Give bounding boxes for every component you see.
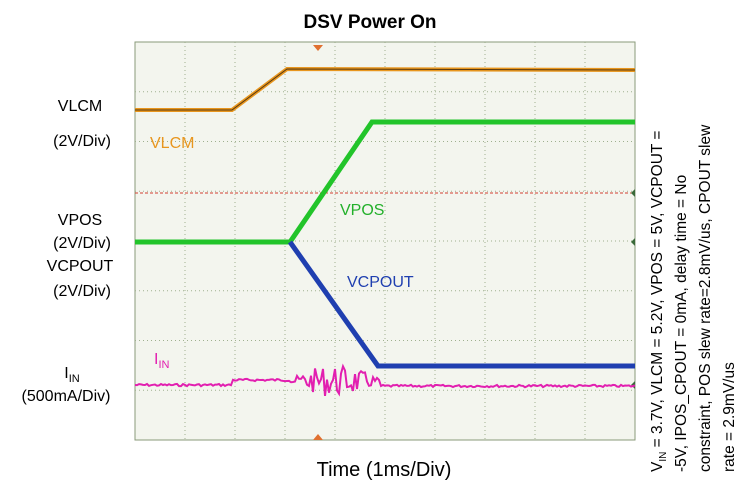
vlcm-scale: (2V/Div) bbox=[53, 133, 111, 150]
vin-main: V bbox=[649, 461, 666, 472]
trigger-marker-bottom bbox=[313, 434, 323, 440]
vcpout-label: VCPOUT bbox=[47, 258, 114, 275]
iin-trace-label: IIN bbox=[154, 351, 170, 371]
condition-line: VIN = 3.7V, VLCM = 5.2V, VPOS = 5V, VCPO… bbox=[649, 131, 669, 472]
x-label: Time (1ms/Div) bbox=[317, 459, 452, 481]
vcpout-trace-label: VCPOUT bbox=[347, 274, 414, 291]
trigger-marker-top bbox=[313, 45, 323, 51]
vpos-scale: (2V/Div) bbox=[53, 235, 111, 252]
iin-scale: (500mA/Div) bbox=[22, 388, 111, 405]
vin-sub: IN bbox=[658, 452, 669, 462]
vlcm-trace-edge bbox=[135, 68, 636, 111]
iin-main: I bbox=[154, 351, 158, 368]
iin-sub: IN bbox=[69, 373, 80, 385]
grid bbox=[135, 42, 635, 440]
iin-trace bbox=[134, 363, 636, 397]
level-marker bbox=[631, 238, 635, 246]
level-marker bbox=[631, 189, 635, 197]
vlcm-trace-label: VLCM bbox=[150, 135, 194, 152]
vcpout-scale: (2V/Div) bbox=[53, 283, 111, 300]
iin-sub: IN bbox=[158, 359, 169, 371]
condition-line: constraint, POS slew rate=2.8mV/us, CPOU… bbox=[697, 124, 714, 472]
condition-rest: = 3.7V, VLCM = 5.2V, VPOS = 5V, VCPOUT = bbox=[649, 131, 666, 452]
conditions: VIN = 3.7V, VLCM = 5.2V, VPOS = 5V, VCPO… bbox=[649, 124, 738, 472]
title: DSV Power On bbox=[303, 12, 436, 33]
condition-line: -5V, IPOS_CPOUT = 0mA, delay time = No bbox=[673, 175, 690, 472]
vpos-trace bbox=[135, 119, 635, 245]
vcpout-trace bbox=[287, 240, 635, 369]
iin-main: I bbox=[64, 365, 68, 382]
vlcm-label: VLCM bbox=[58, 98, 102, 115]
vpos-trace-label: VPOS bbox=[340, 202, 384, 219]
vpos-label: VPOS bbox=[58, 212, 102, 229]
condition-line: rate = 2.9mV/us bbox=[721, 362, 738, 472]
iin-label: IIN bbox=[64, 365, 80, 385]
